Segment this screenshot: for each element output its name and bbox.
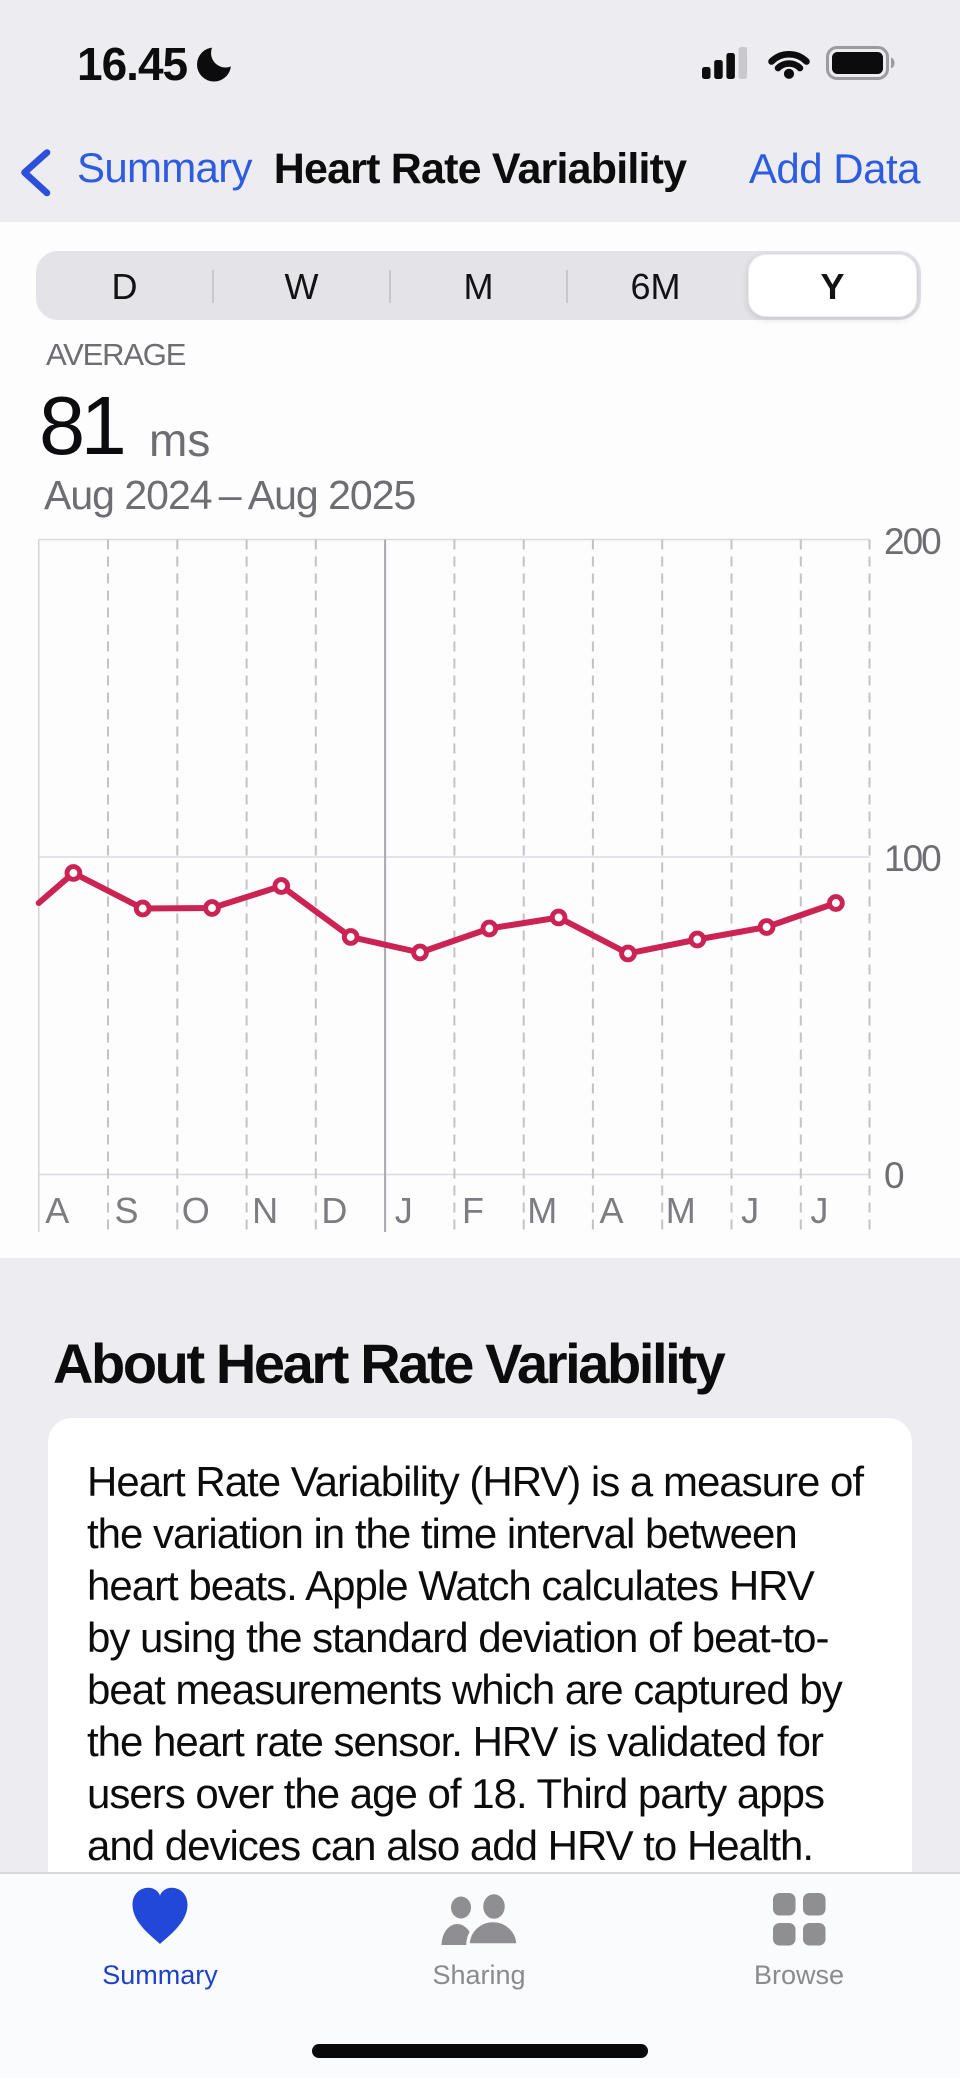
svg-text:100: 100	[884, 838, 941, 879]
svg-text:J: J	[810, 1190, 828, 1231]
svg-text:J: J	[395, 1190, 413, 1231]
svg-text:200: 200	[884, 521, 941, 562]
svg-text:D: D	[321, 1190, 347, 1231]
svg-text:S: S	[114, 1190, 138, 1231]
svg-text:0: 0	[884, 1155, 904, 1196]
svg-text:A: A	[599, 1190, 623, 1231]
svg-text:A: A	[45, 1190, 69, 1231]
svg-text:N: N	[252, 1190, 278, 1231]
svg-text:O: O	[182, 1190, 210, 1231]
svg-text:M: M	[666, 1190, 696, 1231]
svg-text:M: M	[527, 1190, 557, 1231]
svg-text:F: F	[462, 1190, 484, 1231]
svg-text:J: J	[741, 1190, 759, 1231]
